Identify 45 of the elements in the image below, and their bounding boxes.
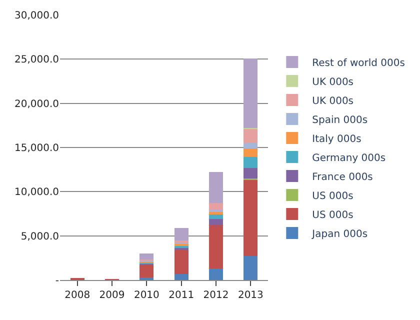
- y-tick-label: 25,000.0: [14, 54, 59, 66]
- legend-label: UK 000s: [312, 76, 354, 88]
- legend-label: US 000s: [312, 190, 354, 202]
- bar: [209, 219, 223, 226]
- x-tick-label: 2012: [203, 290, 229, 301]
- bar: [209, 209, 223, 212]
- y-tick-label: 5,000.0: [20, 231, 59, 242]
- bar: [174, 274, 188, 280]
- y-tick-label: -: [55, 276, 60, 286]
- x-tick-label: 2008: [64, 290, 90, 301]
- y-tick-label: 30,000.0: [14, 10, 59, 22]
- bar: [140, 277, 154, 280]
- bar: [140, 264, 154, 278]
- bar: [140, 254, 154, 260]
- bar: [244, 148, 258, 158]
- bar: [174, 228, 188, 240]
- bar: [244, 128, 258, 144]
- x-tick-label: 2009: [99, 290, 125, 301]
- bar: [174, 250, 188, 274]
- bar: [209, 203, 223, 210]
- bar: [244, 157, 258, 168]
- legend-label: Italy 000s: [312, 134, 362, 145]
- legend-label: Spain 000s: [312, 114, 368, 126]
- bar: [244, 143, 258, 148]
- bar: [209, 172, 223, 204]
- x-tick-label: 2010: [134, 290, 160, 301]
- legend-label: Rest of world 000s: [312, 58, 405, 69]
- legend-label: US 000s: [312, 210, 354, 221]
- legend-label: Germany 000s: [312, 152, 386, 164]
- bar: [209, 268, 223, 280]
- bar: [209, 225, 223, 269]
- y-tick-label: 15,000.0: [14, 143, 59, 154]
- bar: [244, 256, 258, 280]
- legend-label: Japan 000s: [311, 228, 368, 240]
- y-tick-label: 20,000.0: [14, 98, 59, 110]
- bar: [244, 179, 258, 256]
- bar: [209, 212, 223, 215]
- legend-label: France 000s: [312, 172, 373, 183]
- y-tick-label: 10,000.0: [14, 187, 59, 198]
- bar: [244, 168, 258, 178]
- bar: [244, 58, 258, 128]
- legend-label: UK 000s: [312, 96, 354, 107]
- x-tick-label: 2013: [238, 290, 264, 301]
- bar: [209, 214, 223, 220]
- x-tick-label: 2011: [168, 290, 194, 301]
